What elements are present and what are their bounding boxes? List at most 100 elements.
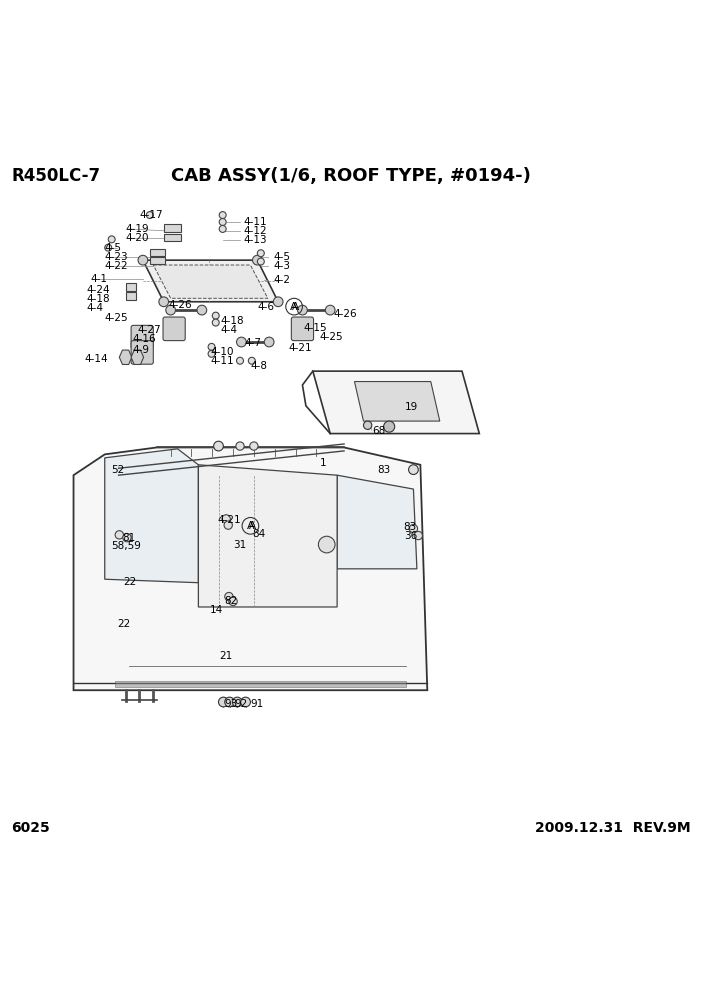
Text: 4-17: 4-17: [140, 210, 163, 220]
Bar: [164, 234, 181, 241]
Text: 14: 14: [210, 605, 223, 615]
Text: 4-7: 4-7: [245, 338, 262, 348]
Text: 4-1: 4-1: [91, 274, 108, 284]
Circle shape: [147, 211, 153, 218]
Text: 4-22: 4-22: [105, 262, 128, 272]
Circle shape: [236, 441, 244, 450]
Text: 4-16: 4-16: [133, 333, 156, 343]
Circle shape: [232, 697, 242, 707]
Text: 19: 19: [404, 402, 418, 413]
Circle shape: [222, 515, 230, 523]
Text: 82: 82: [224, 596, 237, 606]
Polygon shape: [131, 350, 144, 364]
Circle shape: [218, 697, 228, 707]
Text: 22: 22: [117, 619, 131, 629]
Text: 4-18: 4-18: [220, 316, 244, 326]
Text: 36: 36: [404, 531, 417, 541]
Text: 4-19: 4-19: [126, 224, 150, 234]
Text: 4-6: 4-6: [258, 302, 274, 311]
Text: 83: 83: [404, 522, 417, 533]
Text: 4-15: 4-15: [304, 323, 327, 333]
Text: 4-10: 4-10: [211, 347, 234, 357]
Text: 4-4: 4-4: [86, 303, 103, 313]
Polygon shape: [355, 382, 439, 421]
Text: 4-3: 4-3: [273, 261, 291, 271]
Text: 58,59: 58,59: [112, 541, 142, 551]
Circle shape: [224, 521, 232, 530]
Circle shape: [197, 306, 206, 314]
Text: CAB ASSY(1/6, ROOF TYPE, #0194-): CAB ASSY(1/6, ROOF TYPE, #0194-): [171, 167, 531, 185]
Polygon shape: [105, 448, 199, 582]
Text: 4-21: 4-21: [289, 342, 312, 352]
Text: 52: 52: [112, 465, 125, 475]
Polygon shape: [119, 350, 132, 364]
Text: 92: 92: [234, 699, 248, 709]
Text: 4-5: 4-5: [273, 252, 291, 262]
Text: 93: 93: [225, 699, 238, 709]
Circle shape: [212, 319, 219, 326]
Text: 6025: 6025: [11, 820, 50, 834]
Text: 81: 81: [122, 533, 135, 543]
FancyBboxPatch shape: [131, 340, 153, 364]
Text: 4-13: 4-13: [244, 235, 267, 245]
Circle shape: [237, 357, 244, 364]
Circle shape: [213, 441, 223, 451]
Circle shape: [249, 357, 256, 364]
Circle shape: [409, 465, 418, 474]
Text: A: A: [246, 521, 254, 531]
Text: 4-26: 4-26: [168, 301, 192, 310]
Circle shape: [225, 592, 233, 601]
Bar: [126, 292, 136, 301]
Circle shape: [383, 421, 395, 433]
Text: 84: 84: [252, 529, 265, 539]
Text: 4-11: 4-11: [211, 356, 234, 366]
Circle shape: [258, 258, 264, 265]
Text: 4-4: 4-4: [220, 325, 237, 335]
Text: 4-20: 4-20: [126, 233, 149, 243]
Text: 4-26: 4-26: [333, 310, 357, 319]
Bar: [150, 249, 165, 256]
Text: 4-23: 4-23: [105, 252, 128, 262]
Circle shape: [219, 225, 226, 232]
Polygon shape: [153, 265, 267, 299]
Circle shape: [325, 306, 335, 314]
Text: 22: 22: [124, 577, 137, 587]
Polygon shape: [115, 682, 406, 686]
Text: 4-14: 4-14: [84, 354, 107, 364]
Text: R450LC-7: R450LC-7: [11, 167, 100, 185]
Text: 4-25: 4-25: [105, 312, 128, 322]
Text: 83: 83: [378, 465, 390, 475]
Text: 21: 21: [219, 651, 232, 661]
Circle shape: [364, 421, 372, 430]
Circle shape: [159, 297, 168, 307]
Circle shape: [208, 343, 215, 350]
FancyBboxPatch shape: [291, 317, 314, 340]
Text: 91: 91: [251, 699, 264, 709]
Circle shape: [258, 250, 264, 257]
Text: 4-2: 4-2: [273, 275, 291, 285]
Bar: [126, 283, 136, 292]
Text: 2009.12.31  REV.9M: 2009.12.31 REV.9M: [535, 820, 691, 834]
Circle shape: [123, 534, 131, 542]
Text: 1: 1: [320, 457, 326, 467]
Text: 4-5: 4-5: [105, 243, 121, 253]
Polygon shape: [143, 260, 278, 302]
Text: A: A: [249, 521, 256, 531]
FancyBboxPatch shape: [131, 325, 153, 349]
Circle shape: [250, 441, 258, 450]
Bar: [164, 224, 181, 232]
Polygon shape: [199, 465, 337, 607]
Circle shape: [253, 255, 263, 265]
Text: 4-24: 4-24: [86, 285, 110, 295]
Circle shape: [138, 255, 147, 265]
FancyBboxPatch shape: [163, 317, 185, 340]
Circle shape: [264, 337, 274, 347]
Circle shape: [319, 537, 335, 553]
Text: 4-12: 4-12: [244, 226, 267, 236]
Circle shape: [166, 306, 176, 314]
Text: 4-21: 4-21: [217, 515, 241, 526]
Circle shape: [241, 697, 251, 707]
Circle shape: [108, 236, 115, 243]
Circle shape: [212, 312, 219, 319]
Circle shape: [208, 350, 215, 357]
